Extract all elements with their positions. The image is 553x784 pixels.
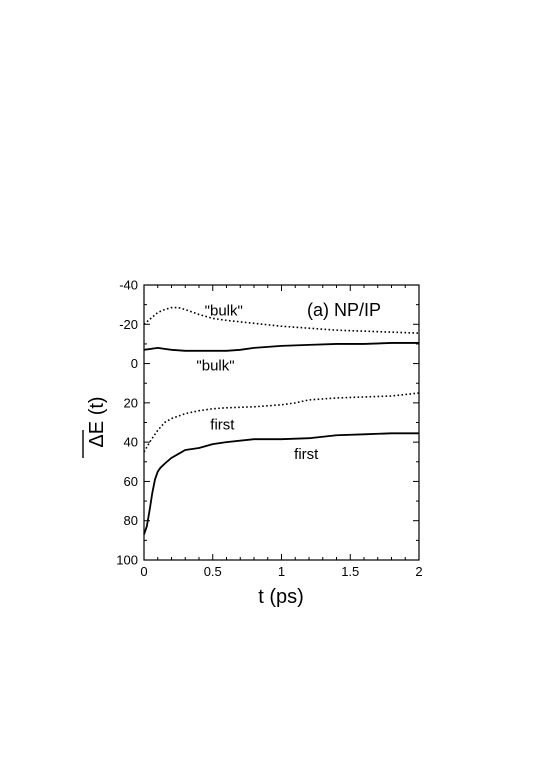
- y-tick-label: 80: [124, 513, 138, 528]
- series-line-3: [143, 392, 420, 453]
- y-tick-label: 0: [131, 356, 138, 371]
- y-tick-label: 60: [124, 474, 138, 489]
- x-tick-label: 1.5: [341, 564, 359, 579]
- series-line-1: [143, 306, 420, 334]
- curve-annotation: "bulk": [205, 303, 243, 320]
- y-tick-label: 40: [124, 435, 138, 450]
- x-tick-label: 0.5: [204, 564, 222, 579]
- x-tick-label: 1: [278, 564, 285, 579]
- axis-ticks: [143, 284, 420, 561]
- annotations: "bulk" "bulk" first first: [196, 303, 319, 463]
- curve-annotation: "bulk": [196, 358, 234, 375]
- series-lines: [143, 306, 420, 535]
- curve-annotation: first: [210, 416, 235, 433]
- series-line-2: [143, 342, 419, 352]
- y-tick-label: 20: [124, 395, 138, 410]
- y-axis-label: ΔE (t): [86, 396, 108, 447]
- x-tick-label: 2: [415, 564, 422, 579]
- panel-label: (a) NP/IP: [307, 300, 381, 320]
- tick-labels: 0 0.5 1 1.5 2 -40 -20 0 20 40 60 80 100: [116, 278, 422, 580]
- y-tick-label: -20: [119, 317, 138, 332]
- curve-annotation: first: [294, 446, 319, 463]
- y-tick-label: -40: [119, 278, 138, 293]
- y-tick-label: 100: [116, 553, 138, 568]
- series-line-4: [143, 432, 419, 535]
- x-tick-label: 0: [140, 564, 147, 579]
- x-axis-label: t (ps): [258, 586, 304, 608]
- y-axis-label-group: ΔE (t): [82, 396, 108, 458]
